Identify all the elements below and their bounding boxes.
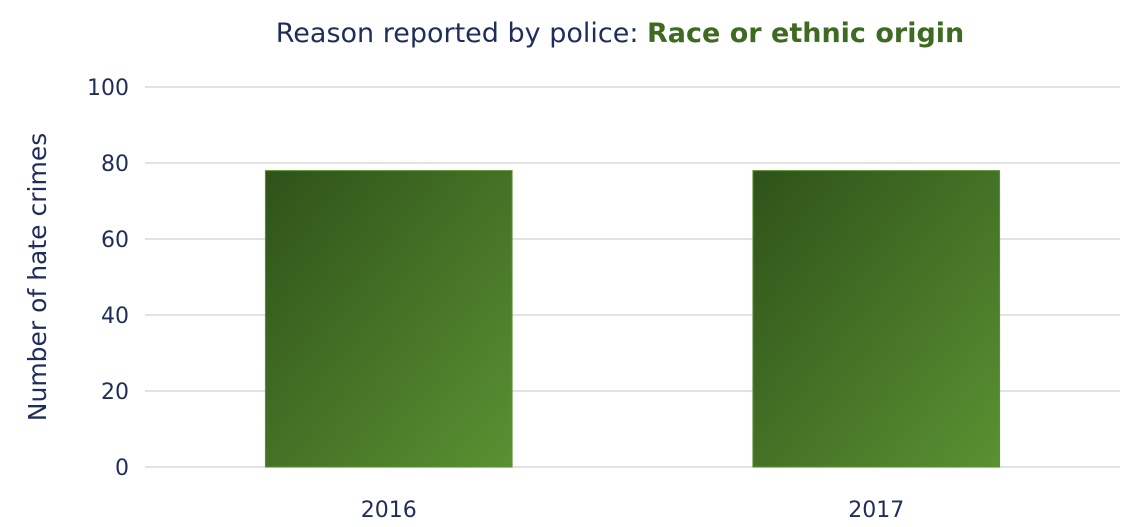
- y-tick-label-40: 40: [101, 304, 129, 329]
- y-tick-label-80: 80: [101, 152, 129, 177]
- y-tick-label-0: 0: [115, 456, 129, 481]
- chart-title-highlight: Race or ethnic origin: [647, 18, 964, 49]
- y-axis-title: Number of hate crimes: [23, 133, 52, 421]
- bar-2017: [752, 170, 1001, 468]
- x-tick-label-2016: 2016: [361, 498, 417, 523]
- x-tick-label-2017: 2017: [848, 498, 904, 523]
- bar-2016: [264, 170, 513, 468]
- y-axis-ticks: 0 20 40 60 80 100: [87, 76, 129, 481]
- x-axis-ticks: 2016 2017: [361, 498, 905, 523]
- y-tick-label-100: 100: [87, 76, 129, 101]
- bars: [264, 170, 1001, 468]
- y-tick-label-20: 20: [101, 380, 129, 405]
- chart-title-prefix: Reason reported by police:: [276, 18, 647, 49]
- y-tick-label-60: 60: [101, 228, 129, 253]
- chart-title: Reason reported by police: Race or ethni…: [276, 18, 965, 49]
